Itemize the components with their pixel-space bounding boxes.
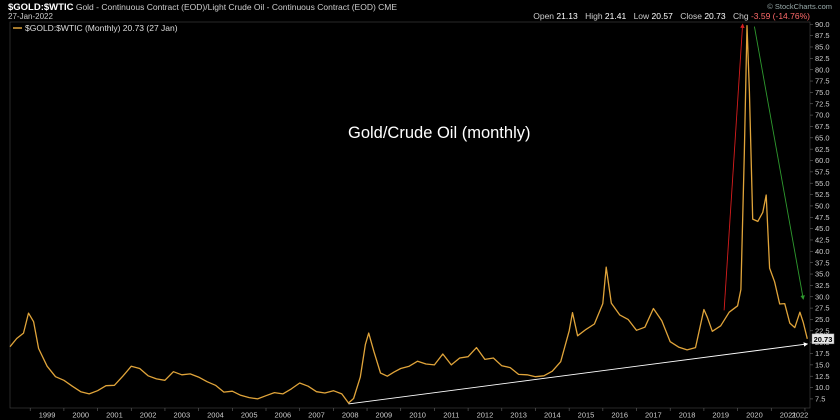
watermark: © StockCharts.com (767, 2, 832, 11)
x-tick-label: 2002 (140, 411, 157, 420)
y-tick-label: 82.5 (815, 54, 830, 63)
y-tick-label: 42.5 (815, 236, 830, 245)
chg-value: -3.59 (-14.76%) (750, 11, 810, 21)
y-tick-label: 60.0 (815, 156, 830, 165)
y-tick-label: 37.5 (815, 258, 830, 267)
x-tick-label: 2015 (578, 411, 595, 420)
y-tick-label: 72.5 (815, 99, 830, 108)
x-tick-label: 2021 (780, 411, 797, 420)
y-tick-label: 52.5 (815, 190, 830, 199)
y-tick-label: 62.5 (815, 145, 830, 154)
x-tick-label: 2011 (443, 411, 459, 420)
annotations (348, 23, 809, 405)
x-tick-label: 2004 (207, 411, 224, 420)
y-tick-label: 57.5 (815, 167, 830, 176)
down-arrow (753, 26, 805, 300)
high-label: High (585, 11, 603, 21)
x-tick-label: 2020 (746, 411, 763, 420)
x-tick-label: 2018 (679, 411, 696, 420)
y-tick-label: 45.0 (815, 224, 830, 233)
open-label: Open (533, 11, 555, 21)
series-line (9, 24, 808, 404)
x-tick-label: 2012 (477, 411, 494, 420)
chart-title: Gold/Crude Oil (monthly) (348, 124, 530, 142)
x-tick-label: 2007 (308, 411, 325, 420)
x-tick-label: 1999 (39, 411, 56, 420)
up-arrow (723, 23, 745, 311)
y-axis: 7.510.012.515.017.520.022.525.027.530.03… (810, 20, 830, 404)
high-value: 21.41 (604, 11, 627, 21)
support-trend-line (348, 342, 809, 405)
y-tick-label: 65.0 (815, 133, 830, 142)
y-tick-label: 90.0 (815, 20, 830, 29)
open-value: 21.13 (556, 11, 578, 21)
ohlc-readout: Open 21.13 High 21.41 Low 20.57 Close 20… (533, 11, 810, 21)
y-tick-label: 75.0 (815, 88, 830, 97)
x-tick-label: 2010 (409, 411, 426, 420)
close-label: Close (680, 11, 702, 21)
legend-label: $GOLD:$WTIC (Monthly) 20.73 (27 Jan) (25, 23, 178, 33)
series-layer (9, 24, 808, 404)
y-tick-label: 30.0 (815, 292, 830, 301)
x-tick-label: 2000 (72, 411, 89, 420)
y-tick-label: 7.5 (815, 395, 825, 404)
x-tick-label: 2016 (611, 411, 628, 420)
y-tick-label: 85.0 (815, 43, 830, 52)
y-tick-label: 70.0 (815, 111, 830, 120)
y-tick-label: 40.0 (815, 247, 830, 256)
y-tick-label: 67.5 (815, 122, 830, 131)
x-tick-label: 2001 (106, 411, 123, 420)
x-tick-label: 2017 (645, 411, 662, 420)
low-value: 20.57 (651, 11, 673, 21)
y-tick-label: 22.5 (815, 326, 830, 335)
y-tick-label: 27.5 (815, 304, 830, 313)
y-tick-label: 55.0 (815, 179, 830, 188)
y-tick-label: 47.5 (815, 213, 830, 222)
symbol-description: Gold - Continuous Contract (EOD)/Light C… (75, 2, 398, 12)
x-tick-label: 2009 (376, 411, 393, 420)
symbol-label[interactable]: $GOLD:$WTIC (8, 2, 74, 13)
y-tick-label: 77.5 (815, 77, 830, 86)
x-tick-label: 2005 (241, 411, 258, 420)
x-tick-label: 2006 (274, 411, 291, 420)
y-tick-label: 50.0 (815, 202, 830, 211)
x-tick-label: 2014 (544, 411, 561, 420)
last-value-tag: 20.73 (811, 333, 835, 345)
x-tick-label: 2013 (510, 411, 527, 420)
close-value: 20.73 (704, 11, 726, 21)
x-tick-label: 2019 (712, 411, 729, 420)
y-tick-label: 87.5 (815, 31, 830, 40)
y-tick-label: 25.0 (815, 315, 830, 324)
chart-date: 27-Jan-2022 (8, 12, 53, 21)
y-tick-label: 32.5 (815, 281, 830, 290)
y-tick-label: 12.5 (815, 372, 830, 381)
y-tick-label: 17.5 (815, 349, 830, 358)
low-label: Low (633, 11, 650, 21)
chart-header: $GOLD:$WTIC Gold - Continuous Contract (… (8, 2, 397, 13)
x-tick-label: 2022 (792, 411, 809, 420)
last-value-tag-text: 20.73 (814, 335, 833, 344)
x-tick-label: 2003 (173, 411, 190, 420)
last-value-tag-box (811, 333, 835, 345)
y-tick-label: 35.0 (815, 270, 830, 279)
chg-label: Chg (732, 11, 749, 21)
x-tick-label: 2008 (342, 411, 359, 420)
y-tick-label: 80.0 (815, 65, 830, 74)
chart-legend: $GOLD:$WTIC (Monthly) 20.73 (27 Jan) (13, 23, 178, 33)
plot-area-border (9, 21, 811, 409)
y-tick-label: 10.0 (815, 383, 830, 392)
y-tick-label: 15.0 (815, 360, 830, 369)
x-axis: 1999 2000 2001 2002 2003 2004 2005 2006 2007 2008… (29, 408, 809, 420)
